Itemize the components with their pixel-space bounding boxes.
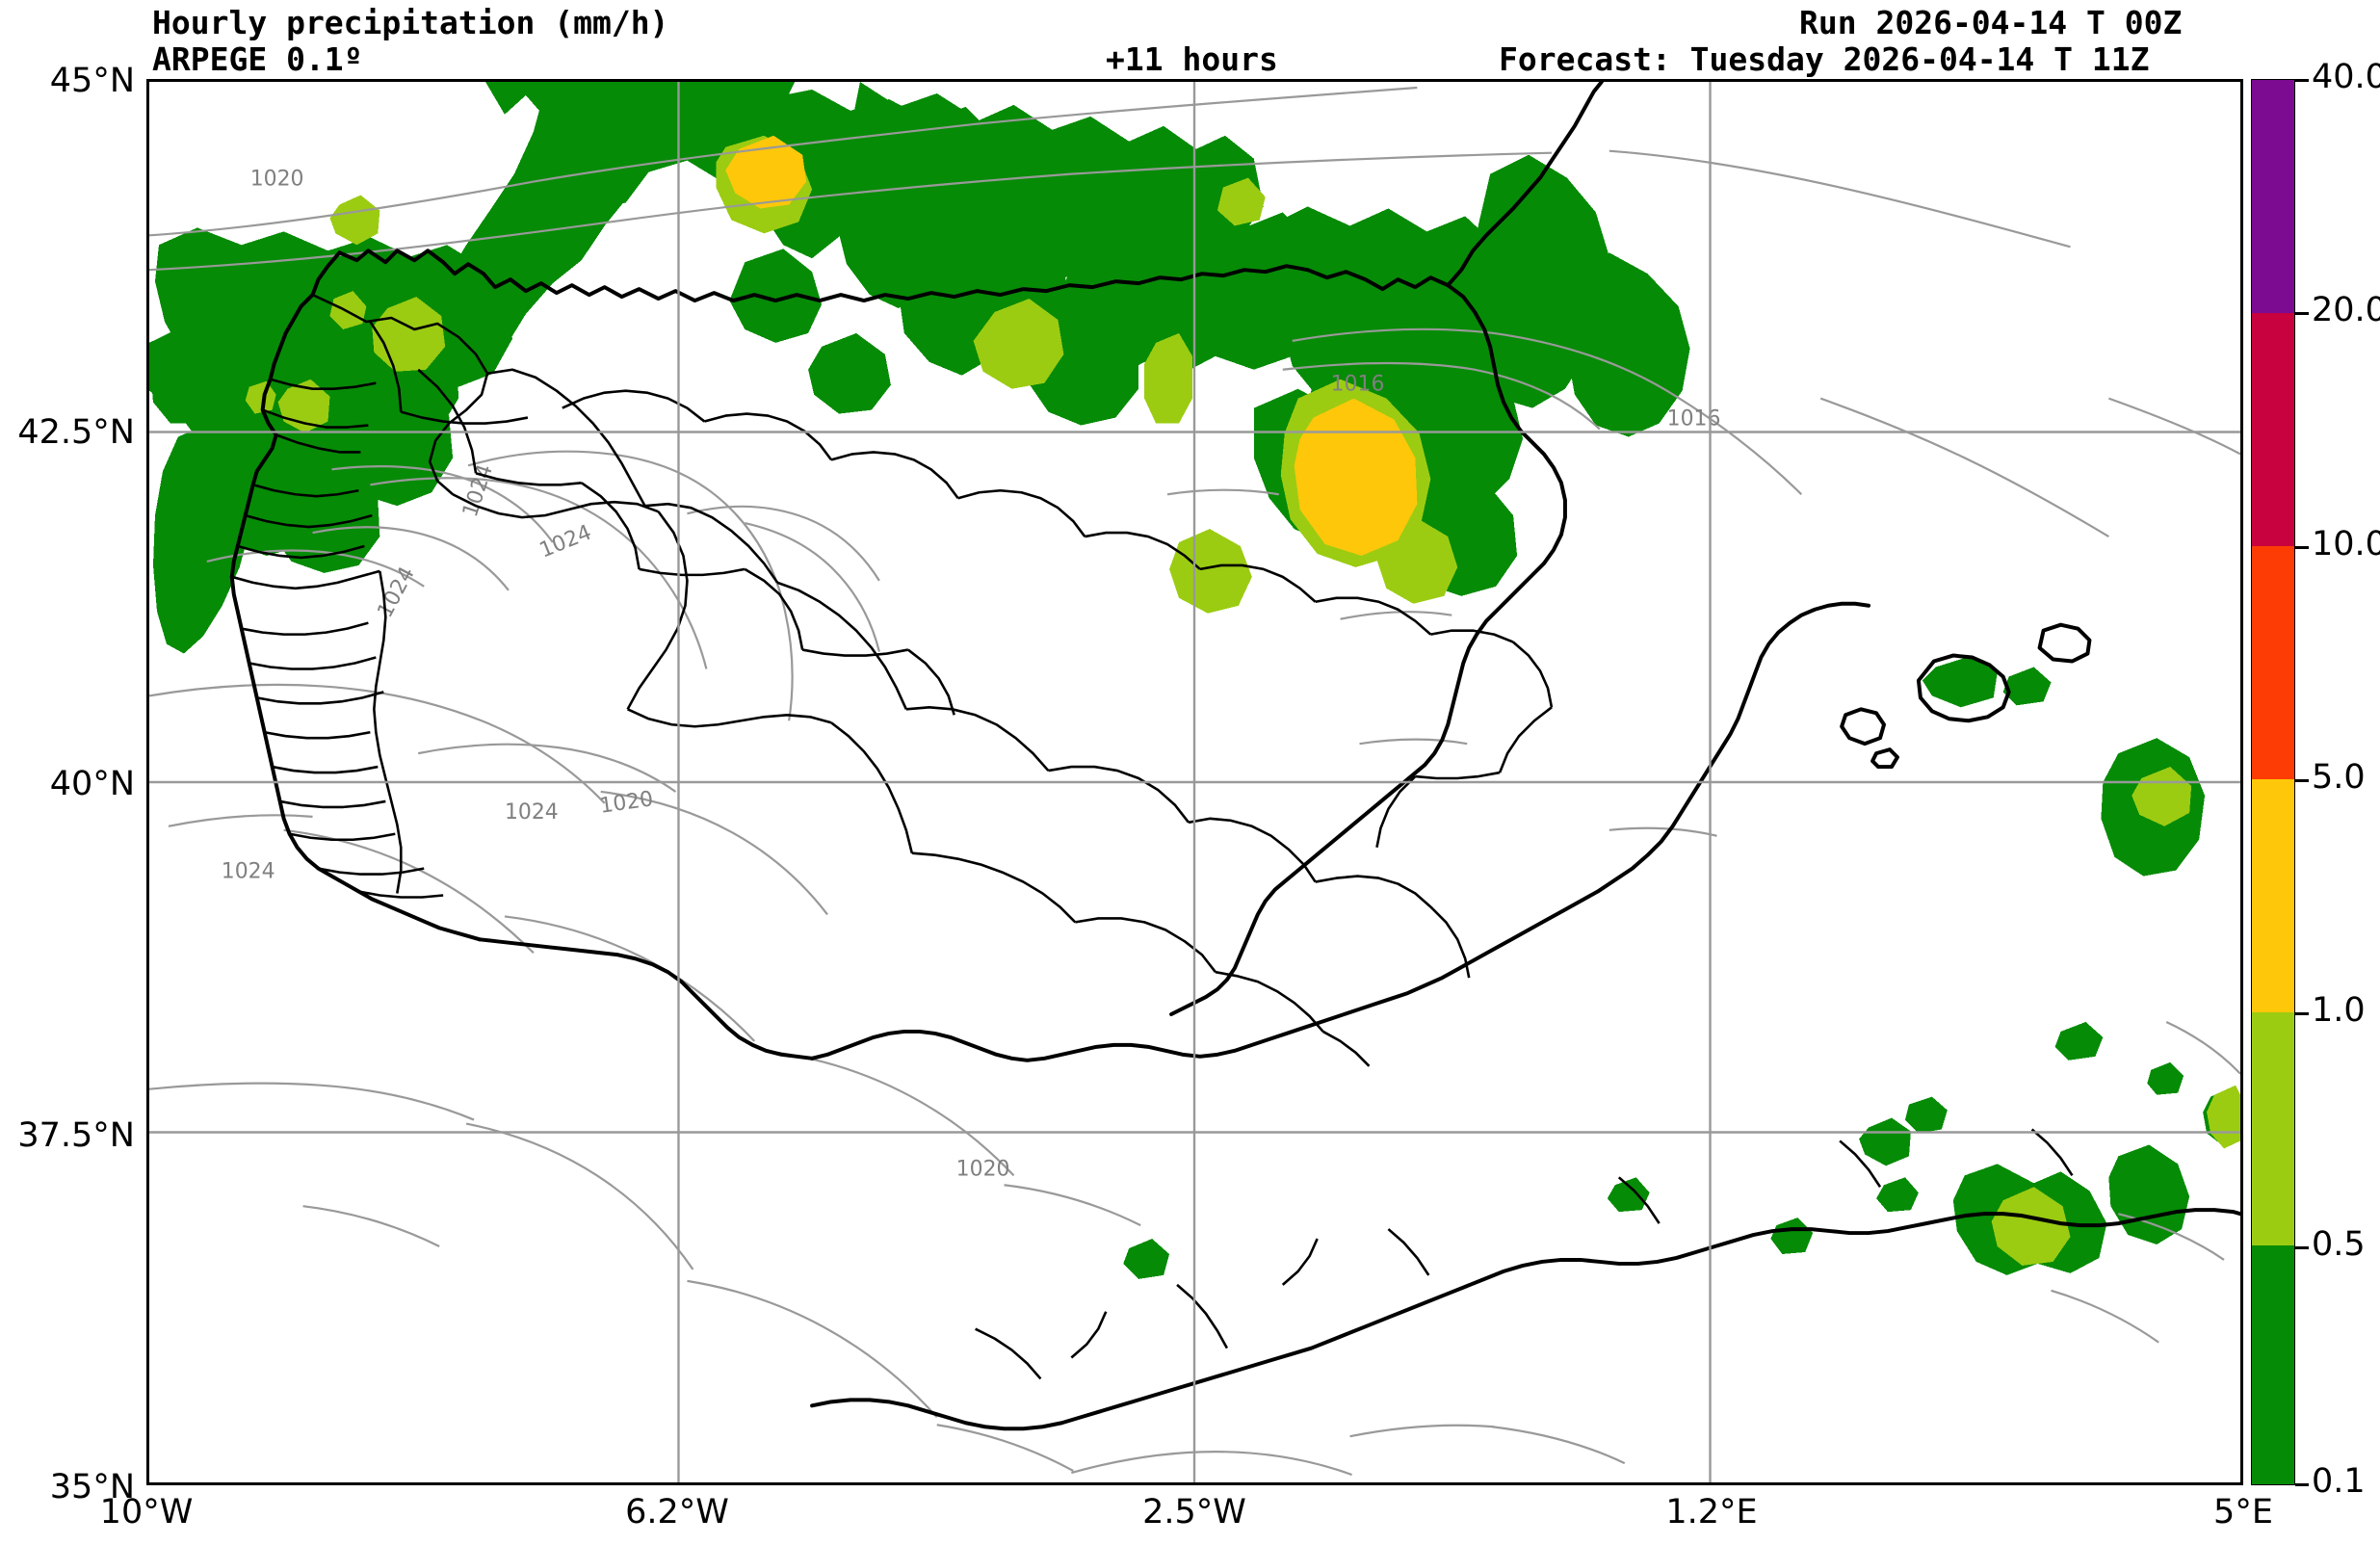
colorbar-segment-1-5 xyxy=(2252,779,2294,1013)
x-tick-label-62w: 6.2°W xyxy=(625,1493,729,1532)
isobar-label: 1020 xyxy=(956,1157,1010,1181)
x-tick-label-5e: 5°E xyxy=(2213,1493,2273,1532)
x-tick-label-25w: 2.5°W xyxy=(1142,1493,1246,1532)
colorbar-label-01: 0.1 xyxy=(2312,1462,2366,1501)
precip-band-lightgreen xyxy=(372,297,446,372)
precipitation-colorbar xyxy=(2251,79,2295,1485)
precip-band-green xyxy=(1876,1177,1919,1213)
precip-band-green xyxy=(1859,1117,1911,1166)
isobar-label: 1020 xyxy=(250,168,304,192)
colorbar-tick-05 xyxy=(2295,1246,2309,1249)
precip-band-green xyxy=(150,354,215,424)
colorbar-segment-01-05 xyxy=(2252,1245,2294,1484)
colorbar-tick-10 xyxy=(2295,546,2309,549)
x-tick-label-12e: 1.2°E xyxy=(1665,1493,1758,1532)
precip-band-green xyxy=(2108,1144,2190,1245)
precip-band-lightgreen xyxy=(329,291,367,329)
colorbar-tick-40 xyxy=(2295,79,2309,82)
precip-band-green xyxy=(808,332,891,414)
lead-time-label: +11 hours xyxy=(1106,40,1278,78)
colorbar-segment-20-40 xyxy=(2252,80,2294,314)
isobar-label: 1024 xyxy=(222,860,275,884)
precip-band-green xyxy=(268,450,380,573)
precip-band-lightgreen xyxy=(2207,1085,2240,1149)
precip-band-green xyxy=(2002,667,2052,706)
precip-band-green xyxy=(152,423,251,654)
colorbar-segment-05-1 xyxy=(2252,1012,2294,1246)
forecast-time-label: Forecast: Tuesday 2026-04-14 T 11Z xyxy=(1499,40,2150,78)
colorbar-tick-5 xyxy=(2295,779,2309,782)
precip-band-lightgreen xyxy=(329,195,380,246)
colorbar-segment-5-10 xyxy=(2252,546,2294,780)
isobar-layer xyxy=(149,86,2240,1477)
graticule-layer xyxy=(149,82,2240,1482)
precip-band-gold xyxy=(1294,398,1418,556)
precip-band-green xyxy=(1123,1239,1170,1279)
y-tick-label-35n: 35°N xyxy=(49,1468,135,1506)
map-vector-layer: 1020 1016 1016 1024 1024 1024 1024 1024 … xyxy=(149,82,2240,1482)
precip-band-lightgreen xyxy=(1144,332,1193,424)
precip-band-green xyxy=(729,249,823,343)
precip-band-green xyxy=(2054,1021,2104,1061)
colorbar-label-10: 10.0 xyxy=(2312,525,2380,563)
y-tick-label-375n: 37.5°N xyxy=(17,1116,135,1155)
colorbar-segment-10-20 xyxy=(2252,313,2294,547)
colorbar-label-20: 20.0 xyxy=(2312,291,2380,329)
precipitation-layer xyxy=(149,82,2240,1279)
precip-band-green xyxy=(1061,196,1331,381)
map-plot-area: 1020 1016 1016 1024 1024 1024 1024 1024 … xyxy=(146,79,2243,1485)
precip-band-gold xyxy=(725,135,807,209)
precip-band-green xyxy=(227,321,298,393)
precip-band-green xyxy=(1904,1096,1948,1134)
colorbar-label-1: 1.0 xyxy=(2312,991,2366,1030)
precip-band-green xyxy=(2147,1061,2184,1095)
precip-band-green xyxy=(1922,655,1998,708)
precip-band-lightgreen xyxy=(973,299,1064,389)
precip-band-lightgreen xyxy=(1169,529,1252,614)
precip-band-lightgreen xyxy=(1991,1187,2071,1266)
precip-band-green xyxy=(1607,1177,1650,1213)
y-tick-label-45n: 45°N xyxy=(49,62,135,100)
x-tick-label-10w: 10°W xyxy=(99,1493,194,1532)
isobar-label: 1024 xyxy=(536,520,595,563)
page-title: Hourly precipitation (mm/h) xyxy=(152,4,669,41)
precip-band-green xyxy=(1770,1218,1814,1254)
y-tick-label-40n: 40°N xyxy=(49,765,135,803)
colorbar-tick-20 xyxy=(2295,312,2309,315)
colorbar-label-5: 5.0 xyxy=(2312,758,2366,797)
y-tick-label-425n: 42.5°N xyxy=(17,413,135,452)
run-time-label: Run 2026-04-14 T 00Z xyxy=(1799,4,2183,41)
precip-band-lightgreen xyxy=(1216,177,1266,226)
colorbar-tick-1 xyxy=(2295,1012,2309,1015)
colorbar-label-40: 40.0 xyxy=(2312,58,2380,96)
isobar-label: 1016 xyxy=(1667,407,1721,432)
model-label: ARPEGE 0.1º xyxy=(152,40,363,78)
map-canvas: 1020 1016 1016 1024 1024 1024 1024 1024 … xyxy=(149,82,2240,1482)
admin-border-layer xyxy=(231,293,2074,1380)
precip-band-green xyxy=(1566,252,1690,437)
colorbar-tick-01 xyxy=(2295,1483,2309,1486)
isobar-label: 1024 xyxy=(505,800,559,825)
isobar-label: 1016 xyxy=(1331,373,1385,397)
colorbar-label-05: 0.5 xyxy=(2312,1225,2366,1264)
